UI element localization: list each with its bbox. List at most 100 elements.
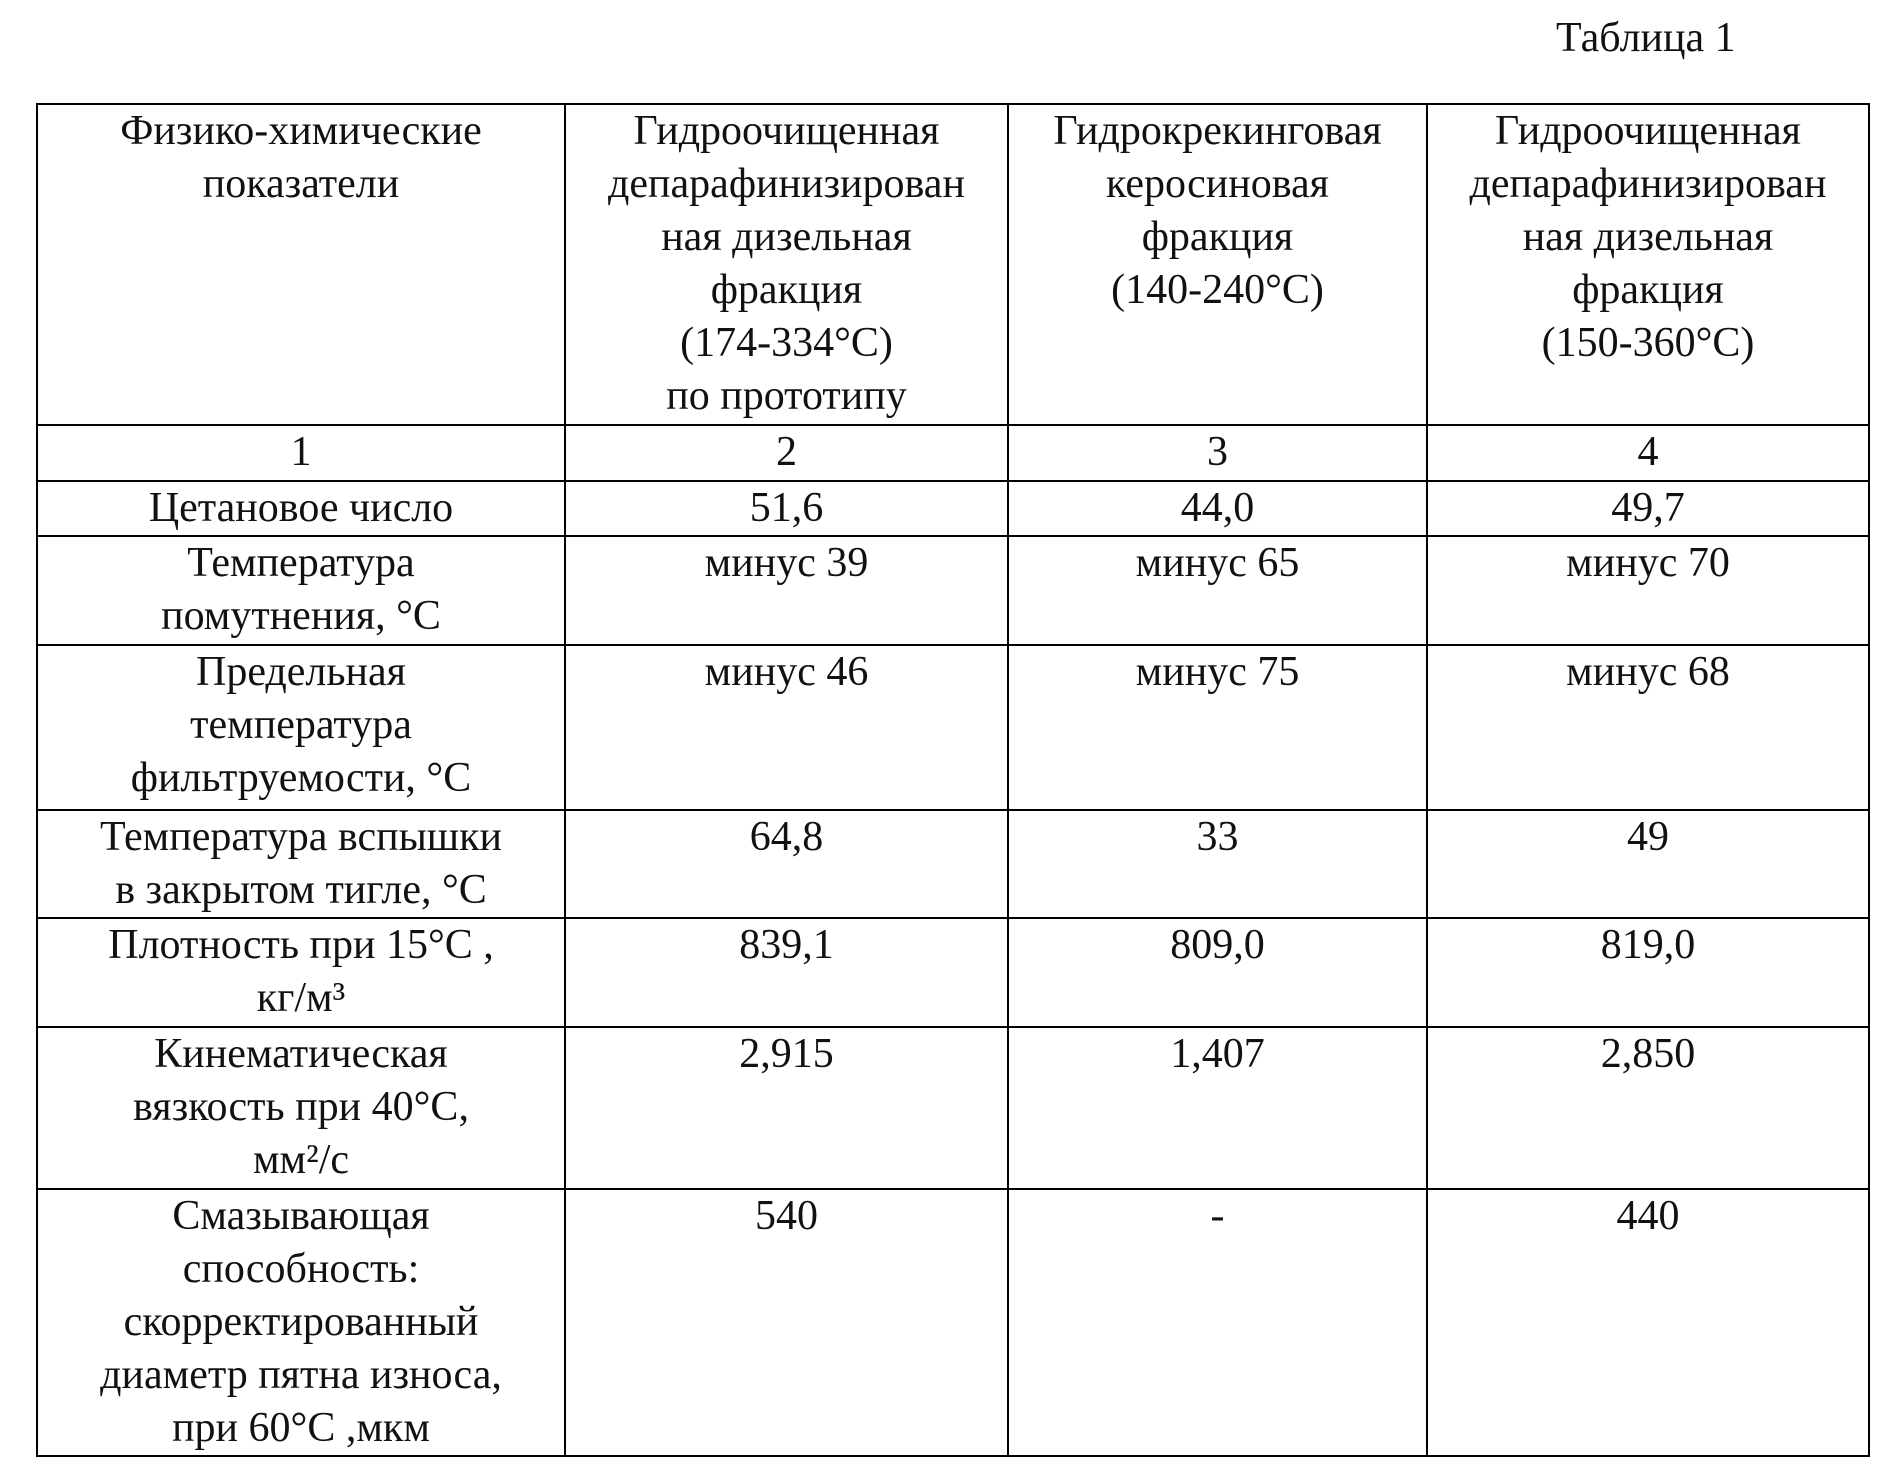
row-label: Температурапомутнения, °C [37,536,565,645]
value-cell: минус 65 [1008,536,1427,645]
cell-line: способность: [38,1243,564,1296]
cell-line: вязкость при 40°C, [38,1081,564,1134]
header-cell: Гидрокрекинговаякеросиноваяфракция(140-2… [1008,104,1427,425]
value-cell: минус 68 [1427,645,1869,810]
cell-line: мм²/с [38,1134,564,1187]
data-row: Смазывающаяспособность:скорректированный… [37,1189,1869,1456]
column-number: 3 [1008,425,1427,481]
cell-line: скорректированный [38,1296,564,1349]
header-cell: Гидроочищеннаядепарафинизированная дизел… [1427,104,1869,425]
value-cell: минус 75 [1008,645,1427,810]
value-cell: 49 [1427,810,1869,918]
cell-line: (150-360°C) [1428,317,1868,370]
data-row: Температура вспышкив закрытом тигле, °C6… [37,810,1869,918]
cell-line: в закрытом тигле, °C [38,864,564,917]
value-cell: 2,850 [1427,1027,1869,1189]
value-cell: минус 46 [565,645,1008,810]
cell-line: Плотность при 15°C , [38,919,564,972]
cell-line: минус 46 [566,646,1007,699]
cell-line: при 60°C ,мкм [38,1402,564,1455]
cell-line: минус 68 [1428,646,1868,699]
cell-line: Температура [38,537,564,590]
column-number: 2 [565,425,1008,481]
value-cell: минус 70 [1427,536,1869,645]
value-cell: - [1008,1189,1427,1456]
header-cell: Физико-химическиепоказатели [37,104,565,425]
cell-line: Смазывающая [38,1190,564,1243]
cell-line: 49 [1428,811,1868,864]
row-label: Смазывающаяспособность:скорректированный… [37,1189,565,1456]
cell-line: по прототипу [566,370,1007,423]
cell-line: 540 [566,1190,1007,1243]
cell-line: фракция [566,264,1007,317]
cell-line: минус 70 [1428,537,1868,590]
cell-line: Цетановое число [38,482,564,535]
cell-line: 819,0 [1428,919,1868,972]
value-cell: 809,0 [1008,918,1427,1027]
value-cell: 49,7 [1427,481,1869,536]
cell-line: Предельная [38,646,564,699]
data-row: Кинематическаявязкость при 40°C,мм²/с2,9… [37,1027,1869,1189]
value-cell: 33 [1008,810,1427,918]
value-cell: 1,407 [1008,1027,1427,1189]
value-cell: 2,915 [565,1027,1008,1189]
cell-line: 440 [1428,1190,1868,1243]
cell-line: температура [38,699,564,752]
value-cell: 64,8 [565,810,1008,918]
data-row: Цетановое число51,644,049,7 [37,481,1869,536]
cell-line: депарафинизирован [566,158,1007,211]
cell-line: помутнения, °C [38,590,564,643]
row-label: Кинематическаявязкость при 40°C,мм²/с [37,1027,565,1189]
cell-line: показатели [38,158,564,211]
table-caption: Таблица 1 [1556,14,1736,62]
column-number: 1 [37,425,565,481]
cell-line: минус 65 [1009,537,1426,590]
cell-line: 51,6 [566,482,1007,535]
cell-line: минус 75 [1009,646,1426,699]
data-row: Плотность при 15°C ,кг/м³839,1809,0819,0 [37,918,1869,1027]
cell-line: 33 [1009,811,1426,864]
row-label: Цетановое число [37,481,565,536]
cell-line: Гидроочищенная [566,105,1007,158]
header-row: Физико-химическиепоказателиГидроочищенна… [37,104,1869,425]
value-cell: 839,1 [565,918,1008,1027]
row-label: Температура вспышкив закрытом тигле, °C [37,810,565,918]
cell-line: 1,407 [1009,1028,1426,1081]
data-row: Предельнаятемпературафильтруемости, °Cми… [37,645,1869,810]
cell-line: депарафинизирован [1428,158,1868,211]
value-cell: 819,0 [1427,918,1869,1027]
value-cell: 44,0 [1008,481,1427,536]
cell-line: Температура вспышки [38,811,564,864]
cell-line: 64,8 [566,811,1007,864]
row-label: Плотность при 15°C ,кг/м³ [37,918,565,1027]
cell-line: 44,0 [1009,482,1426,535]
header-cell: Гидроочищеннаядепарафинизированная дизел… [565,104,1008,425]
row-label: Предельнаятемпературафильтруемости, °C [37,645,565,810]
cell-line: фракция [1428,264,1868,317]
cell-line: фильтруемости, °C [38,752,564,805]
value-cell: 540 [565,1189,1008,1456]
cell-line: керосиновая [1009,158,1426,211]
cell-line: 839,1 [566,919,1007,972]
cell-line: 2,915 [566,1028,1007,1081]
cell-line: кг/м³ [38,972,564,1025]
value-cell: минус 39 [565,536,1008,645]
cell-line: - [1009,1190,1426,1243]
cell-line: (174-334°C) [566,317,1007,370]
value-cell: 51,6 [565,481,1008,536]
cell-line: 49,7 [1428,482,1868,535]
cell-line: Физико-химические [38,105,564,158]
cell-line: Гидрокрекинговая [1009,105,1426,158]
cell-line: Гидроочищенная [1428,105,1868,158]
number-row: 1234 [37,425,1869,481]
cell-line: фракция [1009,211,1426,264]
cell-line: ная дизельная [1428,211,1868,264]
cell-line: минус 39 [566,537,1007,590]
column-number: 4 [1427,425,1869,481]
cell-line: 2,850 [1428,1028,1868,1081]
value-cell: 440 [1427,1189,1869,1456]
cell-line: 809,0 [1009,919,1426,972]
cell-line: Кинематическая [38,1028,564,1081]
data-row: Температурапомутнения, °Cминус 39минус 6… [37,536,1869,645]
